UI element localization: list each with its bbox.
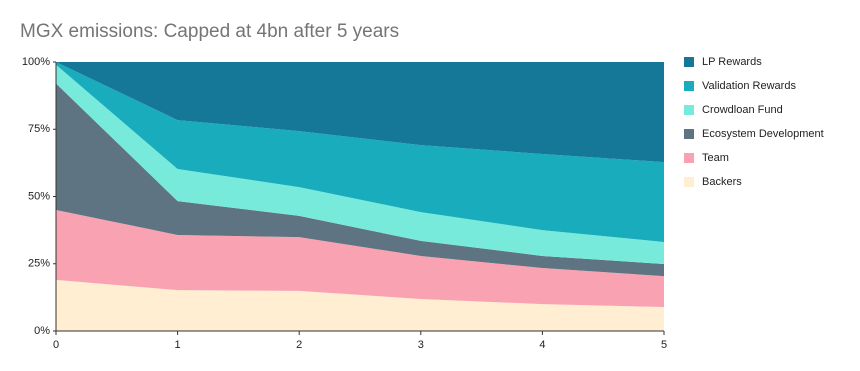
x-tick-label: 5 bbox=[661, 339, 667, 351]
area bbox=[56, 62, 664, 163]
x-tick-label: 3 bbox=[418, 339, 424, 351]
x-tick-label: 1 bbox=[175, 339, 181, 351]
area bbox=[56, 209, 664, 308]
legend-label: Ecosystem Development bbox=[702, 128, 824, 140]
x-tick-label: 0 bbox=[53, 339, 59, 351]
legend-swatch bbox=[684, 81, 694, 91]
area bbox=[56, 62, 664, 242]
legend-label: LP Rewards bbox=[702, 56, 762, 68]
y-tick-label: 50% bbox=[28, 190, 50, 202]
legend-swatch bbox=[684, 129, 694, 139]
legend-swatch bbox=[684, 177, 694, 187]
area bbox=[56, 279, 664, 331]
legend-label: Team bbox=[702, 152, 729, 164]
y-tick-label: 25% bbox=[28, 258, 50, 270]
y-tick-label: 100% bbox=[22, 56, 50, 68]
legend-swatch bbox=[684, 105, 694, 115]
legend-label: Backers bbox=[702, 176, 742, 188]
legend-label: Crowdloan Fund bbox=[702, 104, 783, 116]
area bbox=[56, 64, 664, 265]
x-tick-label: 4 bbox=[539, 339, 545, 351]
legend-swatch bbox=[684, 57, 694, 67]
area bbox=[56, 83, 664, 277]
y-tick-label: 0% bbox=[34, 325, 50, 337]
legend-label: Validation Rewards bbox=[702, 80, 796, 92]
y-tick-label: 75% bbox=[28, 123, 50, 135]
legend-swatch bbox=[684, 153, 694, 163]
chart-title: MGX emissions: Capped at 4bn after 5 yea… bbox=[20, 21, 399, 42]
x-tick-label: 2 bbox=[296, 339, 302, 351]
